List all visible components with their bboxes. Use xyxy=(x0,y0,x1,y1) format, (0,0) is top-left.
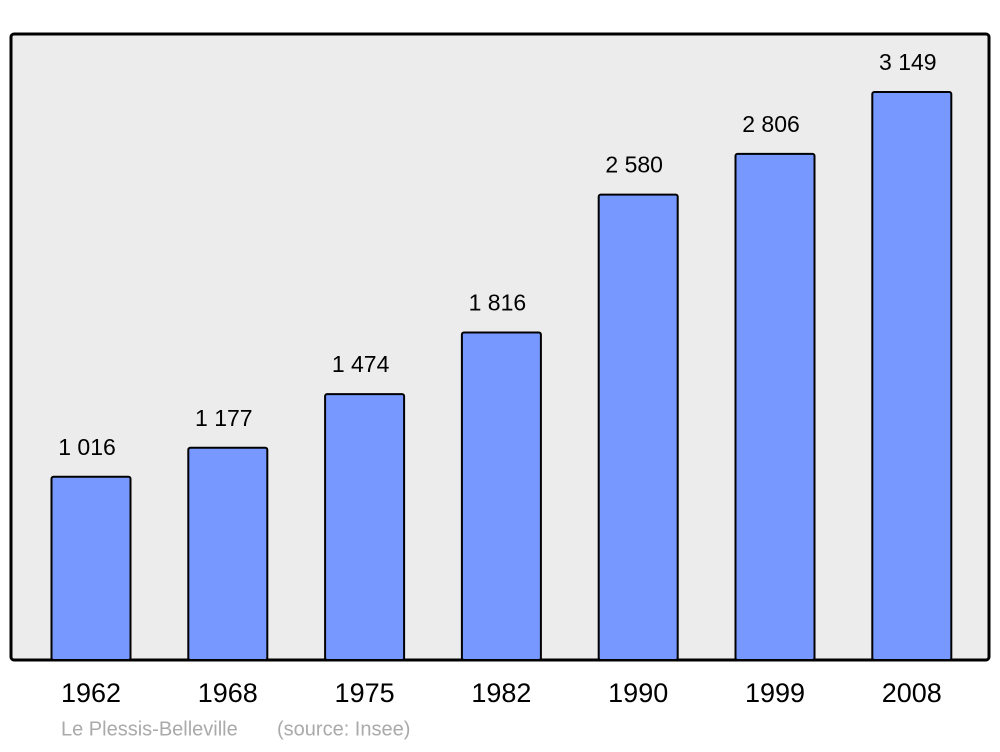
bar xyxy=(187,446,269,661)
value-label: 1 177 xyxy=(195,405,253,431)
bar xyxy=(734,152,816,661)
source-note: (source: Insee) xyxy=(277,718,410,740)
value-label: 2 580 xyxy=(605,152,663,178)
value-label: 3 149 xyxy=(879,49,937,75)
x-tick-label: 1990 xyxy=(608,678,668,708)
x-tick-label: 1968 xyxy=(198,678,258,708)
x-tick-label: 1975 xyxy=(335,678,395,708)
place-name: Le Plessis-Belleville xyxy=(61,718,238,740)
bar xyxy=(871,91,953,661)
x-tick-label: 1982 xyxy=(471,678,531,708)
x-tick-label: 2008 xyxy=(882,678,942,708)
value-label: 1 474 xyxy=(332,351,390,377)
value-label: 1 816 xyxy=(469,290,527,316)
bar xyxy=(597,193,679,661)
value-label: 1 016 xyxy=(58,434,116,460)
bar xyxy=(460,331,542,661)
bar xyxy=(324,393,406,661)
value-label: 2 806 xyxy=(742,111,800,137)
x-tick-label: 1962 xyxy=(61,678,121,708)
x-tick-label: 1999 xyxy=(745,678,805,708)
bar xyxy=(50,475,132,661)
